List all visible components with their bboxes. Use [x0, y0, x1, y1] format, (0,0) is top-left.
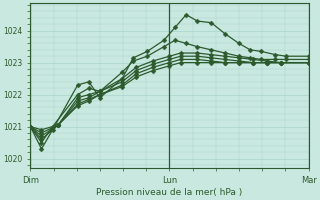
X-axis label: Pression niveau de la mer( hPa ): Pression niveau de la mer( hPa ) — [96, 188, 243, 197]
